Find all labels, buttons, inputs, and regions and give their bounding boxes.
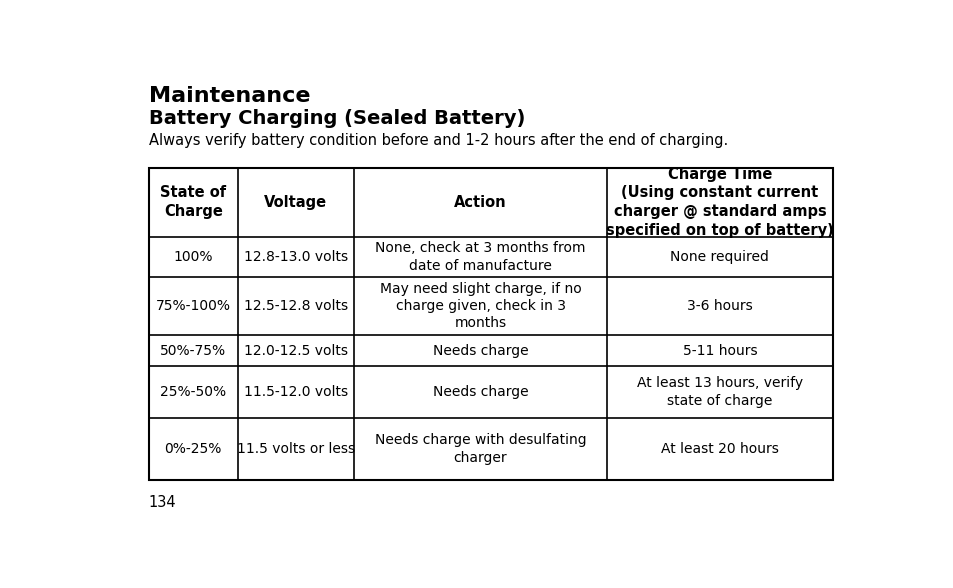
Text: 5-11 hours: 5-11 hours [681,343,757,358]
Text: Battery Charging (Sealed Battery): Battery Charging (Sealed Battery) [149,109,525,128]
Text: 25%-50%: 25%-50% [160,385,226,399]
Text: Maintenance: Maintenance [149,86,310,106]
Text: None required: None required [670,250,768,264]
Text: None, check at 3 months from
date of manufacture: None, check at 3 months from date of man… [375,241,585,273]
Text: Voltage: Voltage [264,195,327,210]
Text: At least 13 hours, verify
state of charge: At least 13 hours, verify state of charg… [637,376,802,407]
Text: At least 20 hours: At least 20 hours [660,442,778,456]
Text: 134: 134 [149,495,176,510]
Text: 12.5-12.8 volts: 12.5-12.8 volts [244,299,348,313]
Text: 12.0-12.5 volts: 12.0-12.5 volts [244,343,348,358]
Text: 12.8-13.0 volts: 12.8-13.0 volts [244,250,348,264]
Text: 100%: 100% [173,250,213,264]
Text: State of
Charge: State of Charge [160,185,226,219]
Text: 75%-100%: 75%-100% [155,299,231,313]
Text: May need slight charge, if no
charge given, check in 3
months: May need slight charge, if no charge giv… [379,282,580,330]
Text: Charge Time
(Using constant current
charger @ standard amps
specified on top of : Charge Time (Using constant current char… [605,167,833,238]
Text: 11.5-12.0 volts: 11.5-12.0 volts [244,385,348,399]
Text: Needs charge: Needs charge [433,343,528,358]
Text: Always verify battery condition before and 1-2 hours after the end of charging.: Always verify battery condition before a… [149,132,727,148]
Text: Needs charge: Needs charge [433,385,528,399]
Text: Action: Action [454,195,506,210]
Text: 3-6 hours: 3-6 hours [686,299,752,313]
Text: 50%-75%: 50%-75% [160,343,226,358]
Text: 11.5 volts or less: 11.5 volts or less [236,442,355,456]
Text: Needs charge with desulfating
charger: Needs charge with desulfating charger [375,433,586,465]
Text: 0%-25%: 0%-25% [165,442,222,456]
